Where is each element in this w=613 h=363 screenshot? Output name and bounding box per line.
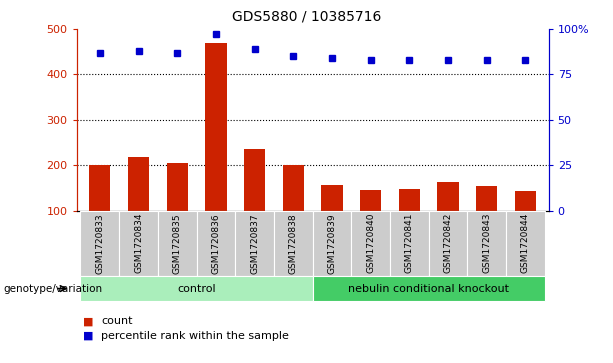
Text: GSM1720842: GSM1720842	[444, 213, 452, 273]
Bar	[274, 211, 313, 276]
Bar	[197, 211, 235, 276]
Bar	[80, 276, 313, 301]
Bar	[283, 165, 304, 211]
Bar	[244, 149, 265, 211]
Text: GSM1720839: GSM1720839	[327, 213, 337, 274]
Text: GSM1720844: GSM1720844	[521, 213, 530, 273]
Text: nebulin conditional knockout: nebulin conditional knockout	[348, 284, 509, 294]
Text: control: control	[177, 284, 216, 294]
Bar	[467, 211, 506, 276]
Bar	[235, 211, 274, 276]
Text: GSM1720835: GSM1720835	[173, 213, 181, 274]
Bar	[158, 211, 197, 276]
Text: GSM1720833: GSM1720833	[96, 213, 104, 274]
Text: count: count	[101, 316, 132, 326]
Text: ■: ■	[83, 316, 93, 326]
Text: GSM1720843: GSM1720843	[482, 213, 491, 273]
Bar	[398, 189, 420, 211]
Text: GSM1720834: GSM1720834	[134, 213, 143, 273]
Text: GSM1720836: GSM1720836	[211, 213, 221, 274]
Bar	[390, 211, 428, 276]
Text: GSM1720837: GSM1720837	[250, 213, 259, 274]
Bar	[515, 191, 536, 211]
Bar	[313, 276, 545, 301]
Bar	[476, 185, 497, 211]
Bar	[428, 211, 467, 276]
Bar	[313, 211, 351, 276]
Bar	[360, 190, 381, 211]
Bar	[89, 165, 110, 211]
Text: GDS5880 / 10385716: GDS5880 / 10385716	[232, 9, 381, 23]
Text: ■: ■	[83, 331, 93, 341]
Bar	[119, 211, 158, 276]
Bar	[506, 211, 545, 276]
Text: GSM1720840: GSM1720840	[366, 213, 375, 273]
Text: percentile rank within the sample: percentile rank within the sample	[101, 331, 289, 341]
Bar	[167, 163, 188, 211]
Text: GSM1720841: GSM1720841	[405, 213, 414, 273]
Bar	[80, 211, 119, 276]
Text: GSM1720838: GSM1720838	[289, 213, 298, 274]
Bar	[205, 43, 227, 211]
Bar	[128, 157, 149, 211]
Bar	[321, 185, 343, 211]
Text: genotype/variation: genotype/variation	[3, 284, 102, 294]
Bar	[351, 211, 390, 276]
Bar	[438, 182, 459, 211]
